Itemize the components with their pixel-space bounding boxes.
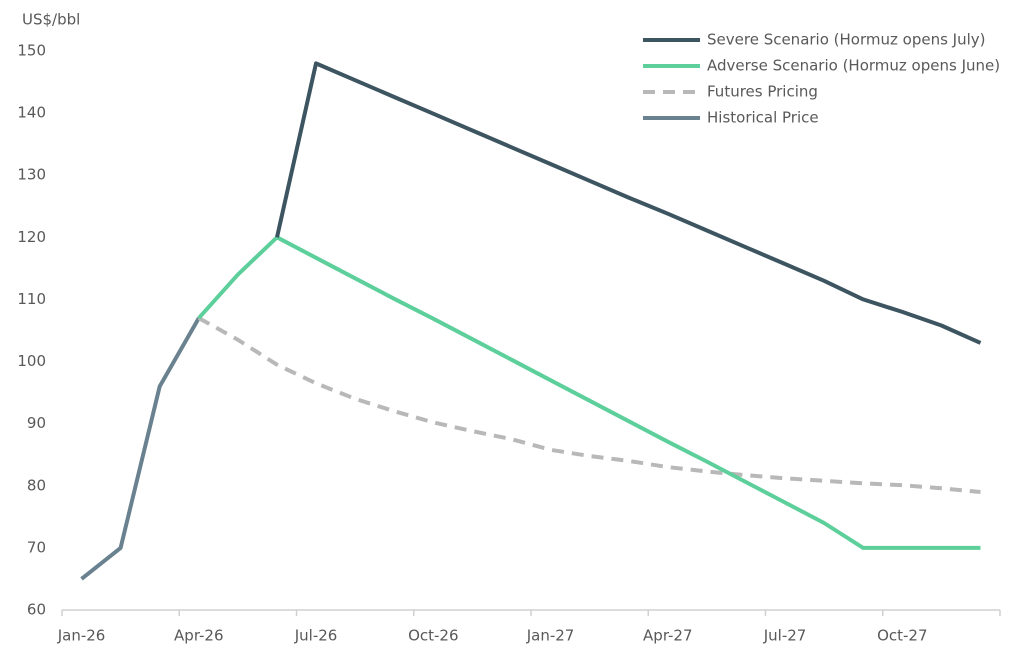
x-tick-label: Apr-26: [174, 627, 224, 645]
y-tick-label: 90: [27, 414, 46, 432]
series-line: [80, 317, 201, 581]
y-tick-label: 140: [17, 104, 46, 122]
y-tick-label: 100: [17, 352, 46, 370]
legend-label: Adverse Scenario (Hormuz opens June): [707, 57, 1000, 75]
x-tick-label: Jul-27: [763, 627, 807, 645]
series-line: [197, 235, 981, 550]
series-line: [275, 61, 982, 345]
y-tick-label: 150: [17, 42, 46, 60]
x-tick-label: Oct-26: [408, 627, 458, 645]
x-tick-label: Jan-27: [526, 627, 575, 645]
y-tick-label: 120: [17, 228, 46, 246]
x-tick-label: Oct-27: [877, 627, 927, 645]
legend-label: Severe Scenario (Hormuz opens July): [707, 31, 985, 49]
y-tick-label: 110: [17, 290, 46, 308]
x-tick-label: Jan-26: [57, 627, 106, 645]
y-tick-label: 60: [27, 601, 46, 619]
x-tick-label: Jul-26: [294, 627, 338, 645]
legend-label: Futures Pricing: [707, 83, 818, 101]
y-tick-label: 130: [17, 166, 46, 184]
y-axis-label: US$/bbl: [22, 11, 80, 29]
series-line: [197, 316, 981, 494]
x-tick-label: Apr-27: [643, 627, 693, 645]
y-tick-label: 80: [27, 476, 46, 494]
legend-label: Historical Price: [707, 109, 819, 127]
y-tick-label: 70: [27, 538, 46, 556]
